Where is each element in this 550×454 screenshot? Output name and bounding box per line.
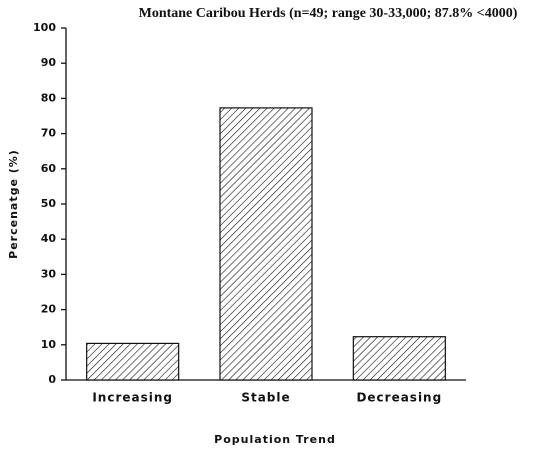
x-axis-label: Population Trend	[214, 433, 336, 446]
bar	[219, 107, 313, 381]
y-tick-label: 0	[48, 373, 56, 386]
y-tick-label: 20	[41, 303, 57, 316]
y-tick-label: 90	[41, 56, 57, 69]
chart-title: Montane Caribou Herds (n=49; range 30-33…	[139, 6, 518, 21]
y-axis-label: Percenatge (%)	[7, 149, 20, 259]
x-tick-label: Decreasing	[356, 391, 442, 405]
bar	[86, 342, 180, 381]
y-tick-label: 30	[41, 267, 57, 280]
y-tick-label: 50	[41, 197, 57, 210]
y-tick-label: 80	[41, 91, 57, 104]
y-tick-label: 60	[41, 162, 57, 175]
y-tick-label: 10	[41, 338, 57, 351]
y-tick-label: 100	[33, 21, 56, 34]
bar	[352, 336, 446, 381]
x-tick-label: Stable	[241, 391, 290, 405]
y-tick-label: 70	[41, 127, 57, 140]
y-tick-label: 40	[41, 232, 57, 245]
x-tick-label: Increasing	[92, 391, 173, 405]
